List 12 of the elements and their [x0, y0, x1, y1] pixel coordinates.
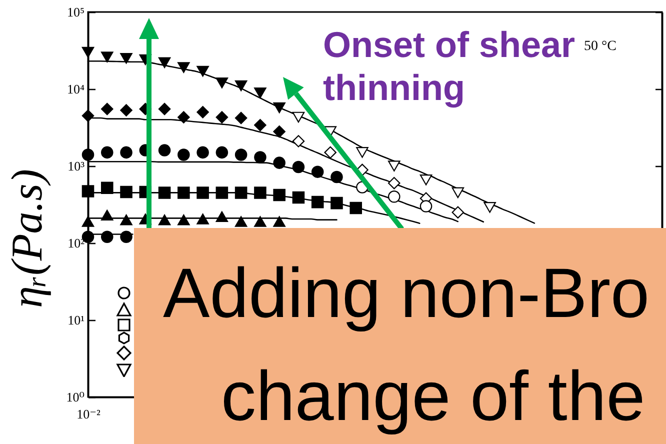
y-tick-label: 10²: [68, 236, 85, 250]
annotation: Onset of shear thinning: [323, 24, 576, 108]
y-tick-label: 10³: [68, 158, 85, 174]
y-axis-title: ηᵣ(Pa.s): [2, 169, 52, 308]
annotation: 50 °C: [584, 39, 616, 54]
annotation: Adding non-Bro: [163, 254, 650, 332]
annotation: change of the: [221, 357, 646, 435]
y-tick-label: 10⁰: [66, 390, 84, 404]
y-tick-label: 10¹: [68, 312, 85, 328]
y-tick-label: 10⁵: [66, 4, 84, 20]
x-tick-label: 10⁻²: [76, 406, 100, 422]
y-tick-label: 10⁴: [66, 82, 85, 96]
